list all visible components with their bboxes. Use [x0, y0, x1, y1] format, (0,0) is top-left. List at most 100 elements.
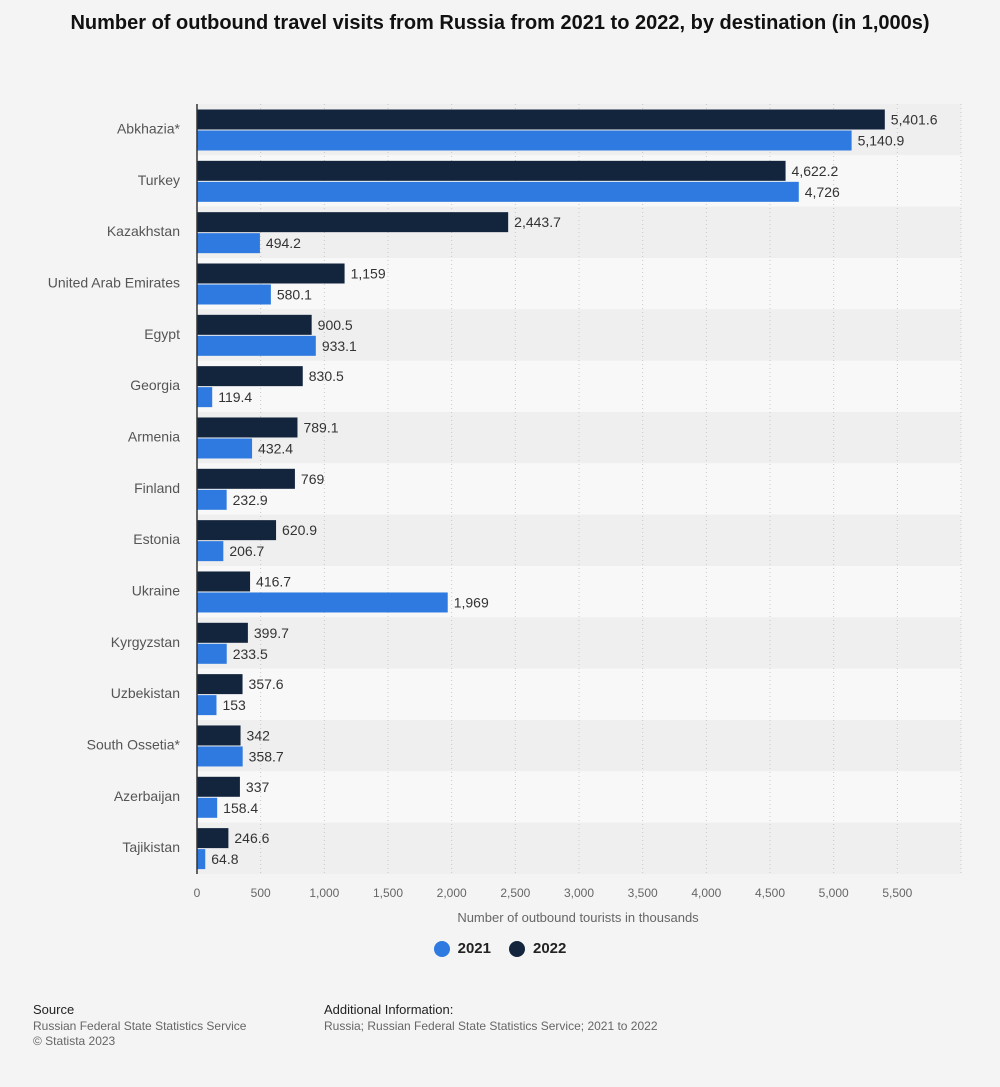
- data-label-2021: 1,969: [454, 594, 489, 610]
- x-tick-label: 5,500: [882, 886, 912, 900]
- bar-2022[interactable]: [197, 725, 241, 746]
- x-tick-label: 2,000: [437, 886, 467, 900]
- category-label: Kazakhstan: [107, 223, 180, 239]
- data-label-2022: 900.5: [318, 317, 353, 333]
- x-tick-label: 3,000: [564, 886, 594, 900]
- bar-2021[interactable]: [197, 438, 253, 459]
- data-label-2022: 5,401.6: [891, 112, 938, 128]
- bar-2022[interactable]: [197, 468, 295, 489]
- bar-2022[interactable]: [197, 160, 786, 181]
- x-tick-label: 500: [251, 886, 271, 900]
- data-label-2022: 337: [246, 779, 270, 795]
- data-label-2021: 933.1: [322, 338, 357, 354]
- chart-title: Number of outbound travel visits from Ru…: [70, 12, 930, 34]
- source-block: Source Russian Federal State Statistics …: [33, 1002, 246, 1049]
- chart-legend: 2021 2022: [0, 940, 1000, 957]
- bar-2022[interactable]: [197, 212, 509, 233]
- data-label-2022: 620.9: [282, 522, 317, 538]
- bar-2022[interactable]: [197, 366, 303, 387]
- bar-2022[interactable]: [197, 109, 885, 130]
- x-tick-label: 2,500: [500, 886, 530, 900]
- data-label-2021: 119.4: [218, 389, 252, 405]
- bar-2021[interactable]: [197, 489, 227, 510]
- data-label-2021: 580.1: [277, 286, 312, 302]
- bar-chart: Abkhazia* 5,401.6 5,140.9 Turkey 4,622.2 4,72…: [48, 104, 962, 925]
- legend-swatch-2022: [509, 940, 525, 957]
- bar-2021[interactable]: [197, 695, 217, 716]
- bar-2021[interactable]: [197, 797, 218, 818]
- data-label-2022: 789.1: [303, 419, 338, 435]
- category-label: Georgia: [130, 377, 180, 393]
- bar-2022[interactable]: [197, 314, 312, 335]
- x-tick-label: 0: [194, 886, 201, 900]
- data-label-2021: 153: [222, 697, 246, 713]
- bar-2021[interactable]: [197, 284, 271, 305]
- bar-2022[interactable]: [197, 263, 345, 284]
- bar-2021[interactable]: [197, 181, 799, 202]
- x-axis-title: Number of outbound tourists in thousands: [457, 910, 699, 925]
- data-label-2022: 342: [247, 727, 271, 743]
- bar-2021[interactable]: [197, 643, 227, 664]
- row-band: [197, 719, 961, 772]
- bar-2022[interactable]: [197, 520, 277, 541]
- data-label-2021: 64.8: [211, 851, 238, 867]
- bar-2022[interactable]: [197, 571, 251, 592]
- legend-item-2022[interactable]: 2022: [509, 940, 566, 957]
- category-label: Ukraine: [132, 582, 180, 598]
- data-label-2022: 357.6: [249, 676, 284, 692]
- category-label: Armenia: [128, 428, 180, 444]
- x-tick-label: 4,000: [691, 886, 721, 900]
- legend-item-2021[interactable]: 2021: [433, 940, 491, 957]
- bar-2022[interactable]: [197, 674, 243, 695]
- category-label: Finland: [134, 480, 180, 496]
- data-label-2022: 2,443.7: [514, 214, 561, 230]
- data-label-2022: 1,159: [351, 265, 386, 281]
- data-label-2021: 232.9: [233, 492, 268, 508]
- category-label: United Arab Emirates: [48, 274, 180, 290]
- category-label: Turkey: [138, 172, 180, 188]
- legend-label-2022: 2022: [533, 940, 567, 957]
- x-tick-label: 1,000: [309, 886, 339, 900]
- bar-2021[interactable]: [197, 592, 448, 613]
- bar-2021[interactable]: [197, 130, 852, 151]
- data-label-2021: 432.4: [258, 440, 293, 456]
- row-band: [197, 360, 961, 412]
- bar-2021[interactable]: [197, 746, 243, 767]
- category-label: Kyrgyzstan: [111, 634, 180, 650]
- legend-label-2021: 2021: [457, 940, 491, 957]
- additional-info-heading: Additional Information:: [324, 1002, 454, 1017]
- copyright-line: © Statista 2023: [33, 1034, 116, 1048]
- bar-2021[interactable]: [197, 387, 213, 408]
- bar-2021[interactable]: [197, 541, 224, 562]
- data-label-2021: 5,140.9: [858, 133, 905, 149]
- bar-2021[interactable]: [197, 335, 316, 356]
- x-tick-label: 1,500: [373, 886, 403, 900]
- bar-2022[interactable]: [197, 776, 240, 797]
- bar-2022[interactable]: [197, 622, 248, 643]
- bar-2021[interactable]: [197, 849, 206, 870]
- data-label-2022: 399.7: [254, 625, 289, 641]
- category-label: Egypt: [144, 326, 180, 342]
- bar-2021[interactable]: [197, 233, 260, 254]
- category-label: Estonia: [133, 531, 180, 547]
- data-label-2022: 769: [301, 471, 325, 487]
- row-band: [197, 668, 961, 720]
- category-label: Azerbaijan: [114, 788, 180, 804]
- x-tick-label: 5,000: [819, 886, 849, 900]
- data-label-2021: 158.4: [223, 800, 258, 816]
- category-label: South Ossetia*: [87, 736, 181, 752]
- x-tick-label: 3,500: [628, 886, 658, 900]
- data-label-2022: 830.5: [309, 368, 344, 384]
- data-label-2022: 4,622.2: [792, 163, 839, 179]
- data-label-2021: 206.7: [229, 543, 264, 559]
- additional-info-block: Additional Information: Russia; Russian …: [324, 1002, 658, 1034]
- source-heading: Source: [33, 1002, 75, 1017]
- data-label-2021: 358.7: [249, 748, 284, 764]
- bar-2022[interactable]: [197, 417, 298, 438]
- source-line[interactable]: Russian Federal State Statistics Service: [33, 1019, 247, 1033]
- bar-2022[interactable]: [197, 828, 229, 849]
- category-label: Tajikistan: [122, 839, 180, 855]
- x-tick-label: 4,500: [755, 886, 785, 900]
- additional-info-line: Russia; Russian Federal State Statistics…: [324, 1019, 658, 1033]
- data-label-2022: 246.6: [234, 830, 269, 846]
